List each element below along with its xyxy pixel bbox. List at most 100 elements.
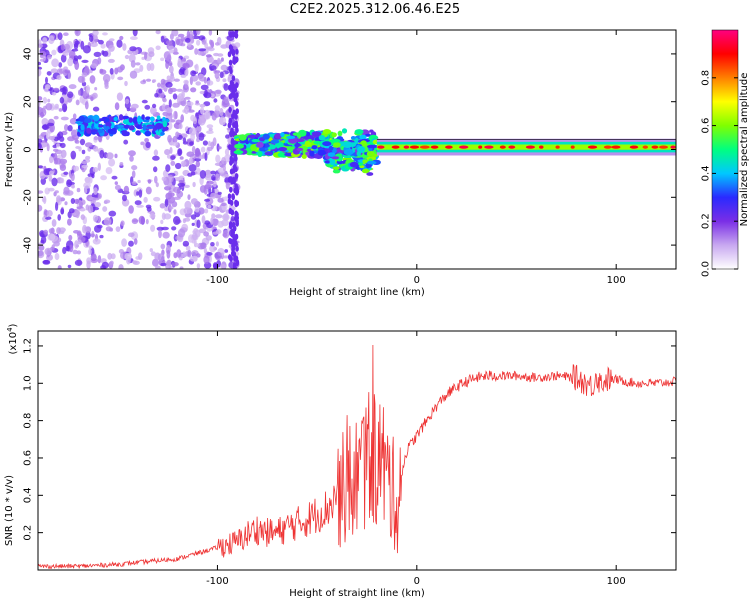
spectral-cell [166,54,172,62]
x-tick-label: 100 [607,275,626,286]
spectral-cell [230,150,234,157]
spectral-cell [232,55,237,62]
spectral-cell [137,179,141,184]
spectral-cell [200,106,205,115]
spectral-cell [190,198,198,205]
spectral-cell [264,151,273,156]
spectral-cell [59,164,67,171]
spectral-cell [331,138,341,143]
spectral-cell [131,170,136,179]
spectral-peak [445,145,453,149]
spectral-cell [85,155,91,160]
spectral-cell [304,140,311,148]
spectral-cell [222,255,230,259]
spectral-cell [109,260,114,266]
spectral-cell [201,215,206,224]
spectral-cell [292,132,300,136]
spectral-cell [48,35,55,45]
spectral-cell [68,234,73,241]
y-tick-label: 1.2 [23,338,34,354]
spectral-cell [199,103,206,108]
spectral-cell [342,141,353,148]
spectral-cell [94,87,98,91]
spectral-cell [301,154,307,159]
spectral-cell [75,120,83,125]
spectral-cell [141,114,145,121]
spectrogram-plot: -100 0 100 -40 -20 0 20 40 Height of straight li… [4,29,677,298]
spectral-cell [172,93,178,100]
spectral-cell [51,58,59,68]
spectral-cell [124,80,128,87]
spectral-cell [142,124,147,131]
spectral-cell [63,32,69,36]
spectral-cell [337,130,343,137]
spectral-cell [168,61,173,67]
spectral-cell [51,219,57,227]
spectral-cell [58,62,63,68]
spectral-cell [53,148,59,152]
spectral-cell [333,141,341,148]
spectral-cell [93,51,102,58]
spectral-cell [93,145,99,152]
spectral-peak [539,145,544,149]
spectral-cell [211,213,216,219]
spectral-cell [100,175,107,181]
spectral-cell [159,203,166,209]
spectral-cell [101,261,109,269]
spectral-cell [153,149,159,156]
spectral-cell [56,143,60,148]
spectral-cell [192,35,200,40]
spectral-cell [131,181,137,186]
spectral-cell [229,130,233,137]
spectral-cell [147,179,152,184]
spectral-cell [97,57,102,65]
spectral-cell [128,205,134,214]
spectral-cell [67,264,72,269]
spectral-cell [234,143,245,149]
spectral-cell [90,96,94,102]
spectral-cell [84,101,89,110]
spectral-cell [102,73,111,83]
spectral-cell [150,251,156,257]
spectral-cell [198,48,207,52]
snr-series-line [38,344,676,569]
spectral-cell [233,255,237,262]
spectral-cell [152,103,157,109]
spectral-cell [206,130,214,134]
spectral-cell [171,262,179,267]
spectral-cell [190,114,196,122]
spectral-peak [403,145,410,149]
spectral-cell [329,158,336,166]
spectral-cell [350,136,356,140]
spectral-cell [116,92,123,101]
spectral-cell [167,182,173,188]
spectral-cell [45,216,52,220]
spectral-cell [365,162,371,169]
spectral-cell [91,192,100,199]
spectral-peak [555,145,560,149]
spectral-cell [194,102,201,106]
spectral-cell [199,170,207,179]
spectral-cell [184,200,192,210]
spectral-cell [143,196,148,203]
spectral-cell [54,190,59,194]
spectral-cell [327,152,336,158]
spectral-cell [182,141,188,145]
spectral-cell [48,136,55,140]
spectral-cell [137,118,144,123]
x-tick-label: 0 [414,576,420,587]
spectral-cell [40,177,46,185]
y-axis-label: SNR (10 * v/v) [4,475,15,546]
spectral-cell [201,67,207,76]
spectral-cell [93,187,98,195]
spectral-cell [38,244,45,251]
spectral-cell [57,32,63,41]
spectral-cell [173,110,178,120]
spectral-cell [121,130,129,137]
spectral-cell [218,146,222,150]
spectral-cell [62,86,68,95]
spectral-cell [102,32,108,36]
spectral-cell [80,124,85,131]
spectral-cell [366,150,375,157]
spectral-cell [227,51,232,58]
